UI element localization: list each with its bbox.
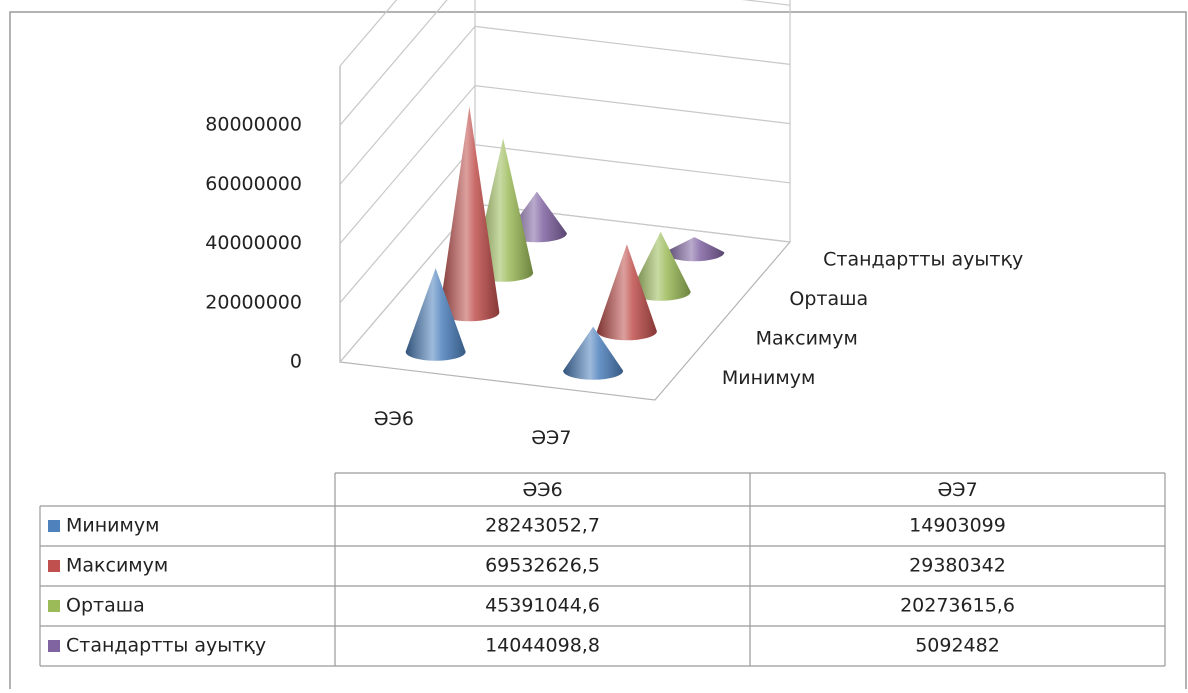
legend-swatch <box>48 520 60 532</box>
table-value: 45391044,6 <box>485 595 600 617</box>
y-tick-label: 0 <box>290 351 302 373</box>
legend-swatch <box>48 600 60 612</box>
table-value: 14903099 <box>909 515 1006 537</box>
legend-swatch <box>48 640 60 652</box>
table-value: 28243052,7 <box>485 515 600 537</box>
legend-swatch <box>48 560 60 572</box>
grid-line <box>339 144 791 304</box>
legend-label: Максимум <box>66 555 168 577</box>
grid-line <box>339 0 791 126</box>
table-value: 29380342 <box>909 555 1006 577</box>
table-header: ӘЭ6 <box>522 479 562 501</box>
grid-line <box>339 84 791 244</box>
x-tick-label: ӘЭ6 <box>374 408 414 430</box>
cone <box>405 268 466 361</box>
cone <box>664 237 725 262</box>
x-tick-label: ӘЭ7 <box>531 427 571 449</box>
cone <box>439 106 500 322</box>
y-tick-label: 60000000 <box>205 173 302 195</box>
table-header: ӘЭ7 <box>937 479 977 501</box>
table-value: 5092482 <box>915 635 1000 657</box>
y-tick-label: 40000000 <box>205 232 302 254</box>
table-value: 20273615,6 <box>900 595 1015 617</box>
cone <box>563 326 624 380</box>
cone <box>630 231 691 301</box>
y-tick-label: 20000000 <box>205 291 302 313</box>
cone <box>596 244 657 341</box>
depth-label: Максимум <box>756 327 858 349</box>
table-value: 14044098,8 <box>485 635 600 657</box>
legend-label: Орташа <box>66 595 145 617</box>
depth-label: Минимум <box>722 367 815 389</box>
depth-label: Орташа <box>789 288 868 310</box>
table-value: 69532626,5 <box>485 555 600 577</box>
wall-top <box>339 0 398 67</box>
legend-label: Минимум <box>66 515 159 537</box>
legend-label: Стандартты ауытқу <box>66 635 266 657</box>
depth-label: Стандартты ауытқу <box>823 248 1023 270</box>
y-tick-label: 80000000 <box>205 114 302 136</box>
grid-line <box>339 25 791 185</box>
